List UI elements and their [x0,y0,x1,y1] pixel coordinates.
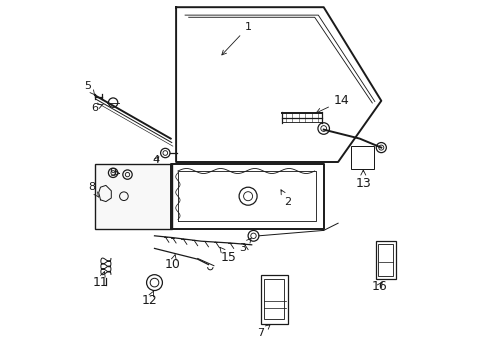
Text: 11: 11 [92,271,108,289]
Text: 7: 7 [257,325,269,338]
Text: 15: 15 [220,247,236,264]
Text: 3: 3 [239,238,251,253]
Bar [95,164,172,229]
Text: 2: 2 [281,190,291,207]
Text: 4: 4 [152,155,160,165]
Bar [375,241,395,279]
Bar [260,275,287,324]
Text: 9: 9 [109,168,120,178]
Text: 5: 5 [84,81,94,95]
Text: 8: 8 [88,182,99,197]
Text: 12: 12 [141,291,157,307]
Text: 14: 14 [316,94,349,113]
Text: 16: 16 [371,280,386,293]
Text: 6: 6 [91,103,103,113]
Bar [378,244,392,276]
Bar [350,146,373,169]
Text: 10: 10 [164,255,180,271]
Bar [264,279,284,319]
Text: 13: 13 [355,170,370,190]
Text: 1: 1 [222,22,251,55]
